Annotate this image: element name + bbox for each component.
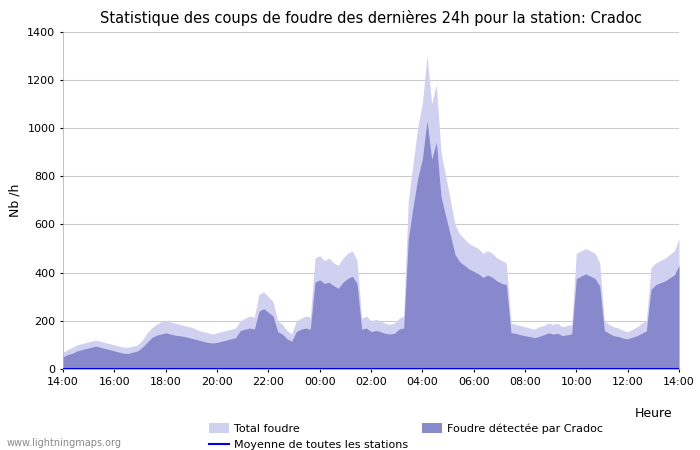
Y-axis label: Nb /h: Nb /h — [8, 184, 22, 217]
Text: Heure: Heure — [634, 407, 672, 420]
Title: Statistique des coups de foudre des dernières 24h pour la station: Cradoc: Statistique des coups de foudre des dern… — [100, 10, 642, 26]
Legend: Total foudre, Moyenne de toutes les stations, Foudre détectée par Cradoc: Total foudre, Moyenne de toutes les stat… — [204, 418, 608, 450]
Text: www.lightningmaps.org: www.lightningmaps.org — [7, 438, 122, 448]
